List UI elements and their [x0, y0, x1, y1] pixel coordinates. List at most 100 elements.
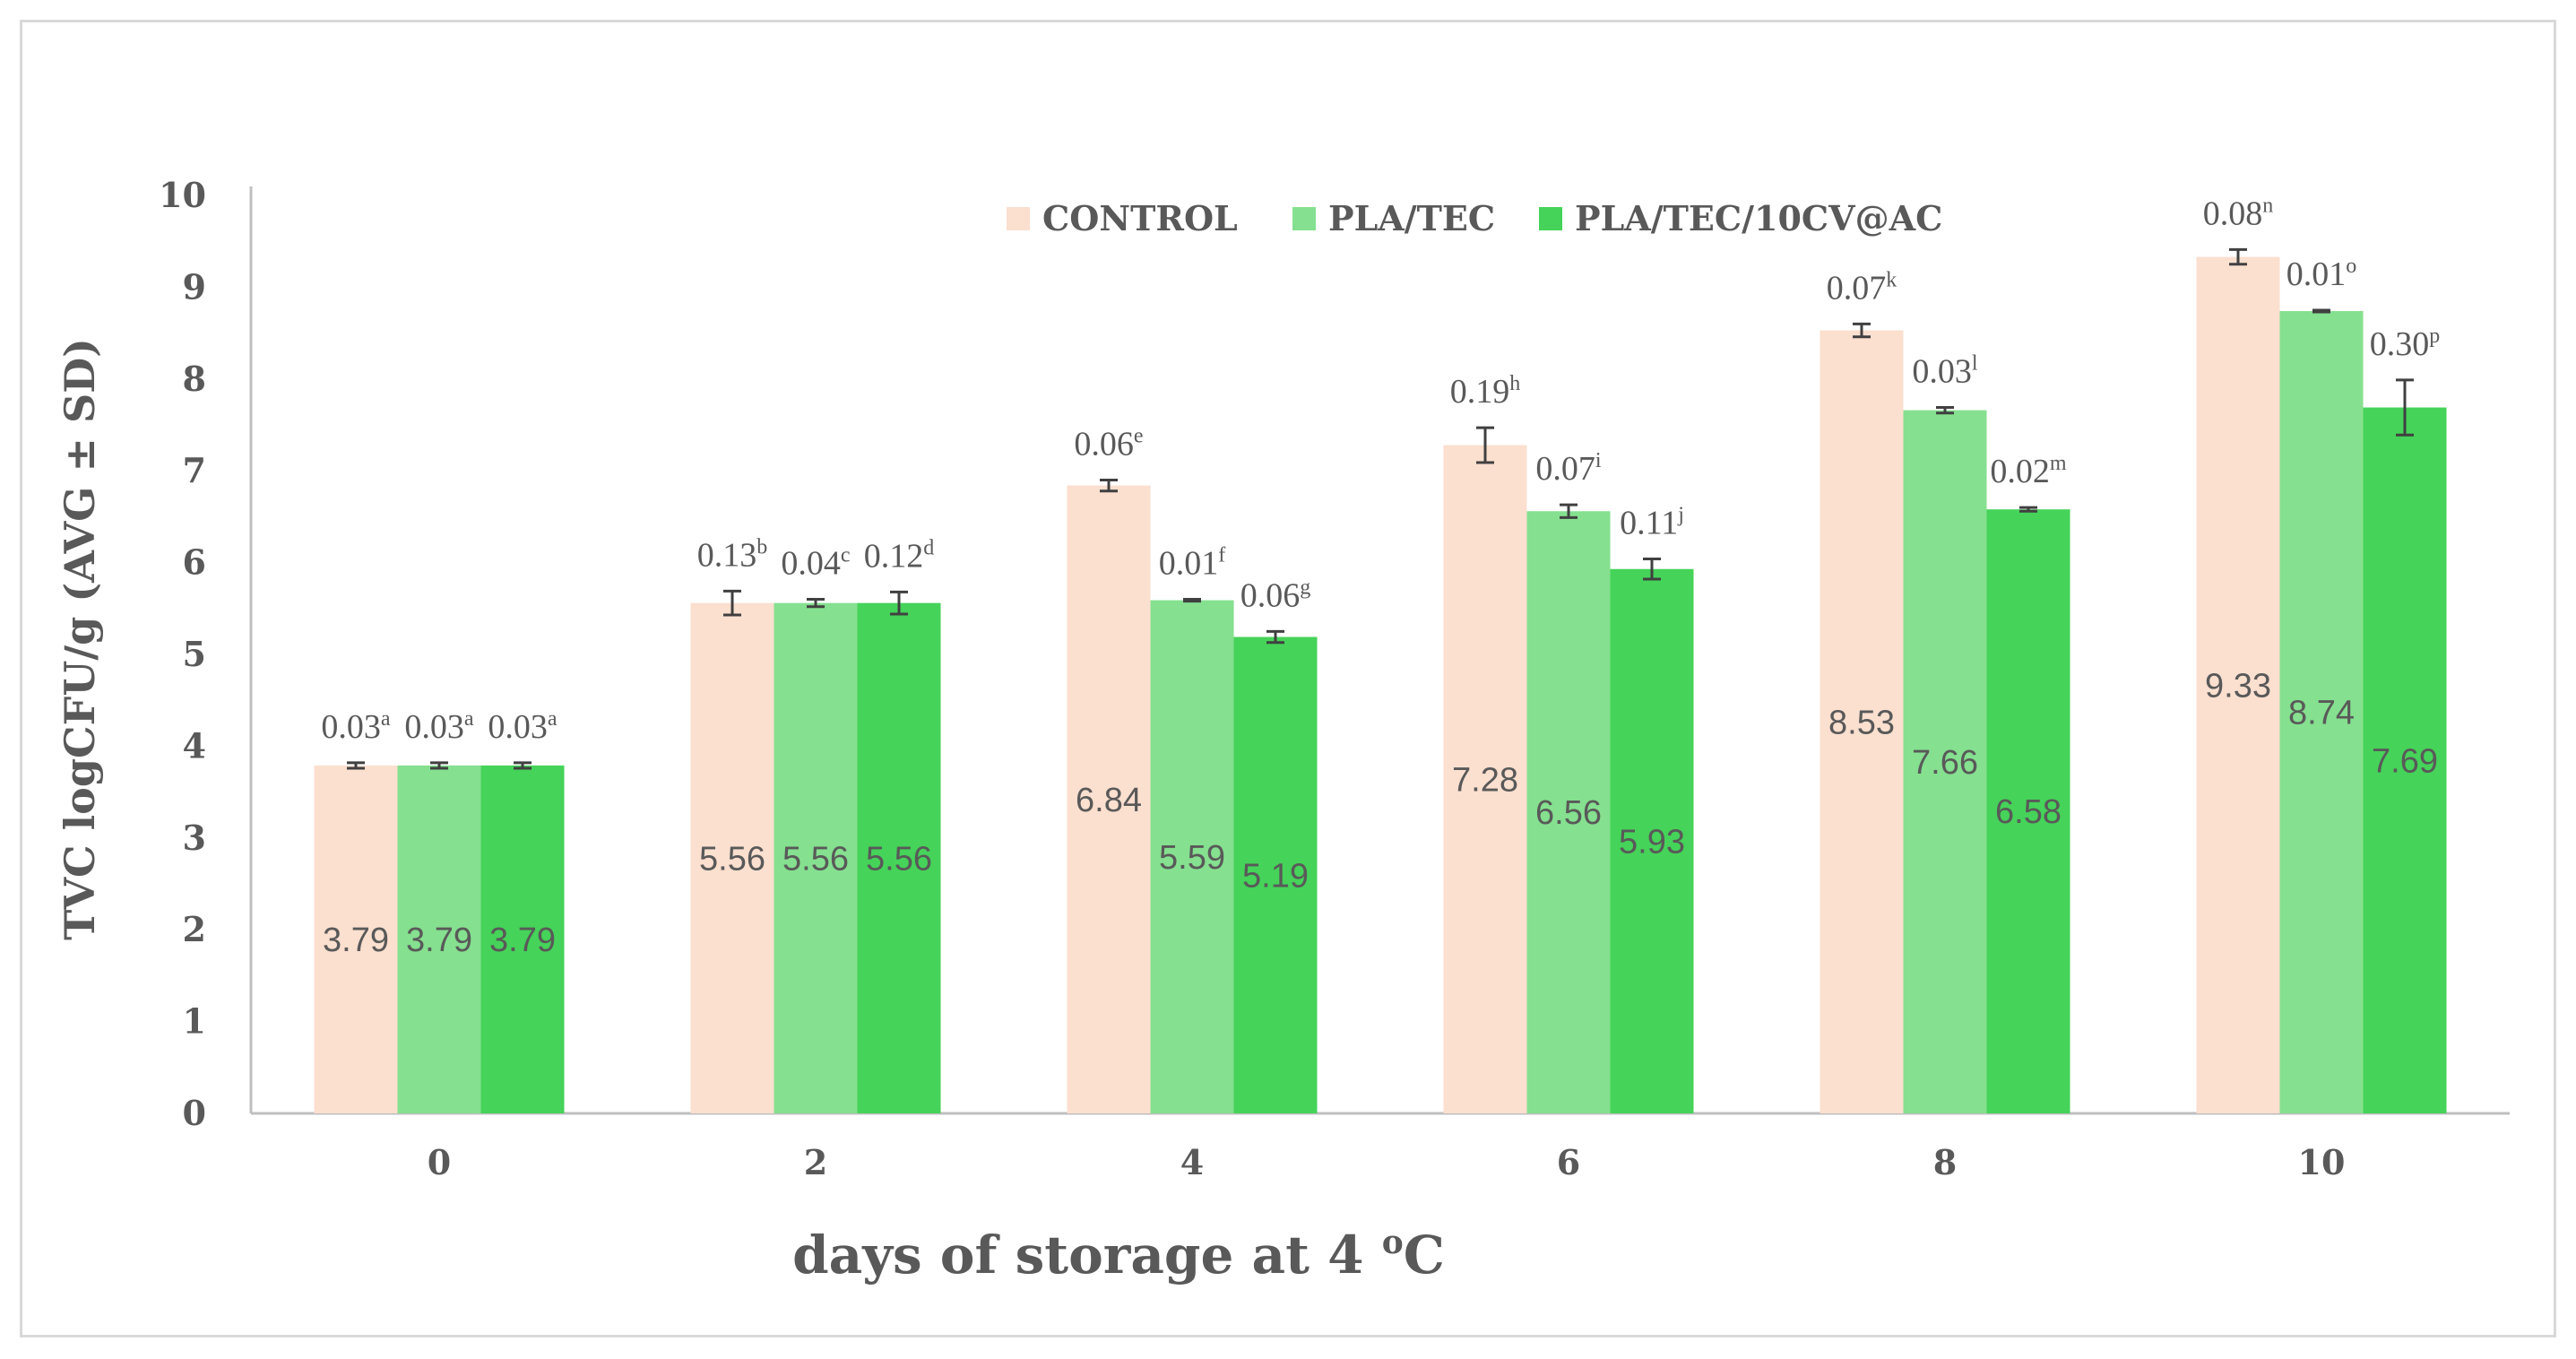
value-label: 9.33	[2205, 667, 2271, 705]
sd-label: 0.04c	[781, 544, 850, 583]
sd-value: 0.08	[2203, 195, 2263, 232]
value-label: 5.56	[699, 840, 765, 878]
sd-letter: e	[1134, 424, 1144, 447]
sd-label: 0.01o	[2286, 255, 2357, 293]
sd-letter: c	[841, 544, 851, 567]
y-axis-title: TVC logCFU/g (AVG ± SD)	[56, 338, 104, 940]
x-tick-label: 10	[2298, 1142, 2346, 1182]
y-tick-label: 0	[183, 1093, 206, 1133]
bar	[857, 602, 941, 1113]
sd-value: 0.03	[321, 708, 381, 746]
sd-letter: k	[1886, 268, 1897, 291]
sd-letter: o	[2346, 255, 2356, 278]
bar	[1820, 330, 1904, 1113]
sd-value: 0.03	[1912, 353, 1972, 391]
sd-label: 0.06e	[1074, 424, 1143, 463]
sd-letter: p	[2429, 325, 2440, 348]
y-tick-label: 1	[183, 1001, 206, 1042]
value-label: 7.28	[1452, 761, 1518, 799]
sd-value: 0.01	[2286, 255, 2347, 293]
value-label: 5.19	[1242, 857, 1309, 895]
sd-label: 0.03a	[404, 707, 474, 746]
sd-value: 0.19	[1450, 373, 1510, 411]
sd-value: 0.07	[1535, 450, 1595, 488]
chart-frame: 0 1 2 3 4 5 6 7 8 9 10 0 2 4 6 8 10 3.79 0.03a 3.79 0.03a 3.…	[20, 20, 2556, 1337]
sd-letter: m	[2050, 452, 2067, 475]
sd-value: 0.07	[1827, 269, 1887, 307]
x-tick-label: 0	[428, 1142, 451, 1182]
sd-label: 0.01f	[1159, 544, 1226, 583]
bar	[1067, 485, 1151, 1113]
legend-label: PLA/TEC/10CV@AC	[1575, 198, 1942, 238]
x-tick-label: 2	[804, 1142, 827, 1182]
bar	[690, 602, 774, 1113]
x-tick-label: 8	[1933, 1142, 1957, 1182]
value-label: 5.59	[1159, 839, 1225, 877]
sd-letter: j	[1677, 504, 1684, 527]
y-tick-label: 7	[183, 450, 206, 490]
legend-label: PLA/TEC	[1328, 198, 1495, 238]
y-tick-label: 6	[183, 542, 206, 583]
sd-label: 0.11j	[1620, 504, 1684, 542]
sd-value: 0.03	[488, 708, 548, 746]
sd-letter: b	[756, 535, 767, 558]
legend: CONTROL PLA/TEC PLA/TEC/10CV@AC	[1007, 198, 1942, 238]
value-label: 3.79	[489, 922, 556, 959]
bar	[1150, 600, 1234, 1113]
bar	[2196, 256, 2280, 1113]
sd-letter: n	[2262, 194, 2273, 217]
bar	[1526, 511, 1611, 1113]
value-label: 8.74	[2288, 695, 2355, 732]
y-tick-label: 2	[183, 909, 206, 949]
legend-swatch	[1292, 207, 1316, 230]
sd-letter: h	[1509, 372, 1520, 395]
sd-label: 0.30p	[2370, 325, 2441, 363]
sd-value: 0.12	[864, 537, 924, 575]
y-tick-label: 3	[183, 818, 206, 858]
legend-label: CONTROL	[1042, 198, 1238, 238]
sd-label: 0.08n	[2203, 194, 2274, 232]
y-tick-label: 10	[159, 175, 206, 215]
sd-label: 0.12d	[864, 536, 935, 575]
axes: 0 1 2 3 4 5 6 7 8 9 10 0 2 4 6 8 10	[159, 175, 2510, 1182]
sd-label: 0.03a	[321, 707, 391, 746]
sd-label: 0.13b	[697, 535, 768, 574]
bar	[397, 765, 481, 1113]
bar	[1610, 568, 1694, 1113]
bar	[1986, 509, 2070, 1113]
y-tick-label: 9	[183, 266, 206, 307]
bar	[1233, 636, 1318, 1113]
sd-value: 0.06	[1074, 425, 1134, 463]
sd-value: 0.06	[1240, 576, 1301, 614]
sd-label: 0.06g	[1240, 576, 1311, 614]
sd-label: 0.07i	[1535, 449, 1602, 488]
value-label: 8.53	[1828, 704, 1895, 741]
sd-letter: a	[464, 707, 474, 731]
sd-value: 0.30	[2370, 325, 2430, 363]
bar	[480, 765, 565, 1113]
bar	[1443, 445, 1527, 1113]
y-tick-label: 4	[183, 725, 206, 766]
sd-letter: f	[1218, 544, 1225, 567]
bar	[314, 765, 398, 1113]
x-tick-label: 6	[1557, 1142, 1580, 1182]
sd-value: 0.01	[1159, 545, 1219, 583]
value-label: 6.58	[1995, 793, 2062, 831]
bar	[2363, 407, 2447, 1113]
sd-label: 0.03l	[1912, 352, 1978, 391]
bars	[314, 247, 2447, 1114]
x-axis-title-unit: C	[1404, 1225, 1445, 1285]
x-tick-label: 4	[1180, 1142, 1204, 1182]
value-label: 7.66	[1912, 744, 1978, 782]
data-labels: 3.790.03a3.790.03a3.790.03a5.560.13b5.56…	[321, 194, 2440, 959]
legend-swatch	[1539, 207, 1562, 230]
sd-label: 0.07k	[1827, 268, 1897, 307]
value-label: 3.79	[406, 922, 472, 959]
sd-value: 0.04	[781, 545, 841, 583]
sd-label: 0.19h	[1450, 372, 1521, 411]
sd-value: 0.03	[404, 708, 464, 746]
value-label: 6.56	[1535, 794, 1602, 832]
value-label: 5.93	[1619, 823, 1685, 861]
sd-value: 0.13	[697, 536, 757, 574]
